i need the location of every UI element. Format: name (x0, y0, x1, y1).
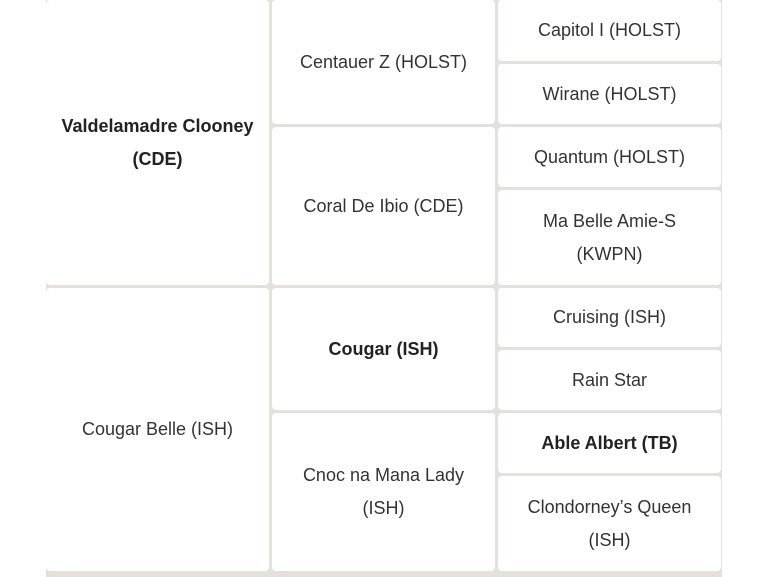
dam-name: Cougar Belle (ISH) (81, 419, 234, 439)
dam-cell: Cougar Belle (ISH) (46, 288, 269, 571)
grandparent-cell: Cnoc na Mana Lady (ISH) (272, 413, 495, 571)
sire-cell: Valdelamadre Clooney (CDE) (46, 0, 269, 285)
sire-name: Valdelamadre Clooney (CDE) (61, 115, 254, 169)
grandparent-cell: Cougar (ISH) (272, 288, 495, 410)
pedigree-table: Valdelamadre Clooney (CDE) Cougar Belle … (46, 0, 722, 577)
great-grandparent-cell: Rain Star (498, 350, 721, 410)
grandparent-cell: Coral De Ibio (CDE) (272, 127, 495, 285)
great-grandparent-name: Wirane (HOLST) (542, 83, 677, 104)
great-grandparent-name: Ma Belle Amie-S (KWPN) (542, 210, 677, 264)
great-grandparent-cell: Quantum (HOLST) (498, 127, 721, 187)
great-grandparent-name: Able Albert (TB) (541, 432, 678, 453)
grandparent-name: Cougar (ISH) (328, 338, 439, 359)
grandparent-name: Coral De Ibio (CDE) (303, 195, 464, 216)
great-grandparent-cell: Capitol I (HOLST) (498, 0, 721, 61)
grandparent-name: Cnoc na Mana Lady (ISH) (302, 465, 465, 518)
great-grandparent-cell: Able Albert (TB) (498, 413, 721, 473)
great-grandparent-name: Rain Star (571, 369, 648, 390)
grandparent-cell: Centauer Z (HOLST) (272, 0, 495, 124)
grandparent-name: Centauer Z (HOLST) (299, 51, 468, 72)
great-grandparent-name: Quantum (HOLST) (533, 146, 686, 167)
great-grandparent-cell: Clondorney’s Queen (ISH) (498, 476, 721, 571)
great-grandparent-cell: Ma Belle Amie-S (KWPN) (498, 190, 721, 285)
great-grandparent-name: Clondorney’s Queen (ISH) (527, 496, 692, 550)
great-grandparent-cell: Cruising (ISH) (498, 288, 721, 347)
great-grandparent-name: Capitol I (HOLST) (537, 20, 682, 40)
great-grandparent-cell: Wirane (HOLST) (498, 64, 721, 124)
great-grandparent-name: Cruising (ISH) (552, 307, 667, 327)
